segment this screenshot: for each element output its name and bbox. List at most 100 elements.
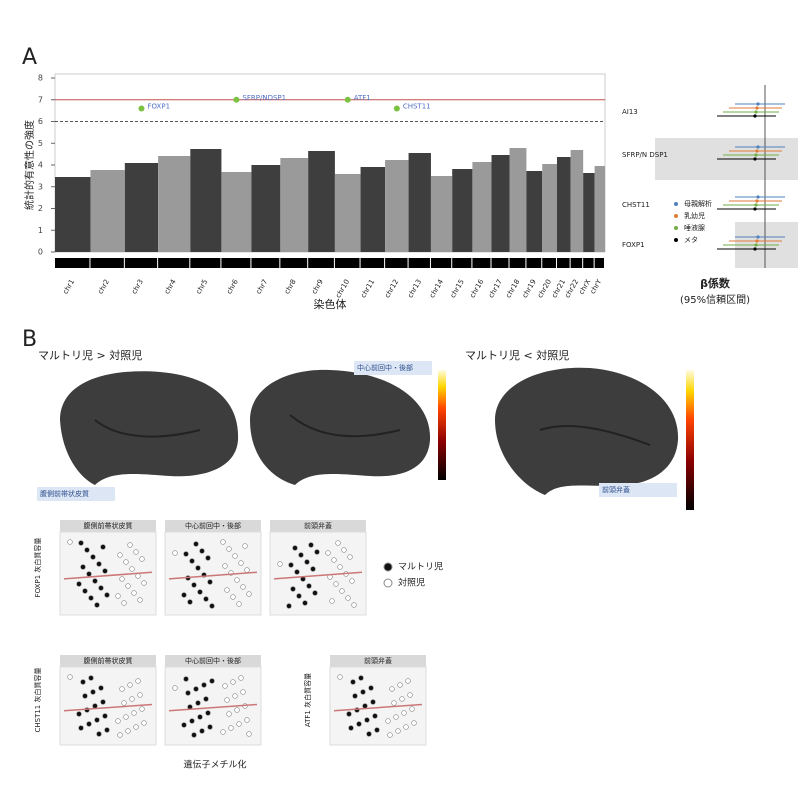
chromosome-band xyxy=(570,150,584,252)
scatter-dot xyxy=(294,569,300,575)
chromosome-strip xyxy=(509,258,526,268)
chromosome-band xyxy=(360,167,386,252)
strip-label: 前頭弁蓋 xyxy=(364,656,392,665)
scatter-dot xyxy=(96,731,102,737)
chromosome-band xyxy=(594,166,605,252)
scatter-dot xyxy=(288,562,294,568)
scatter-dot xyxy=(205,555,211,561)
ci-point xyxy=(753,157,757,161)
chromosome-strip xyxy=(408,258,430,268)
legend-marker xyxy=(674,226,678,230)
scatter-dot xyxy=(104,592,110,598)
x-tick-label: chr19 xyxy=(521,278,538,299)
scatter-dot xyxy=(395,728,401,734)
chromosome-band xyxy=(509,148,527,252)
scatter-dot xyxy=(193,686,199,692)
scatter-dot xyxy=(181,592,187,598)
scatter-dot xyxy=(232,553,238,559)
scatter-dot xyxy=(238,560,244,566)
scatter-dot xyxy=(234,707,240,713)
forest-x-label: β係数 xyxy=(700,276,731,290)
ci-point xyxy=(754,203,758,207)
scatter-dot xyxy=(135,678,141,684)
forest-x-sublabel: (95%信頼区間) xyxy=(680,294,750,306)
chromosome-strip xyxy=(594,258,604,268)
scatter-dot xyxy=(67,674,73,680)
scatter-dot xyxy=(409,706,415,712)
x-tick-label: chr16 xyxy=(468,278,485,300)
scatter-dot xyxy=(125,583,131,589)
forest-row-label: SFRP/N DSP1 xyxy=(622,151,668,159)
scatter-dot xyxy=(80,679,86,685)
ci-point xyxy=(755,199,759,203)
chromosome-strip xyxy=(90,258,124,268)
region-label-box xyxy=(37,487,115,501)
scatter-dot xyxy=(224,587,230,593)
scatter-dot xyxy=(350,679,356,685)
ci-point xyxy=(756,102,760,106)
x-tick-label: chr3 xyxy=(130,278,145,296)
scatter-dot xyxy=(403,724,409,730)
chromosome-band xyxy=(90,170,125,252)
scatter-dot xyxy=(226,711,232,717)
peak-point xyxy=(233,96,240,103)
scatter-dot xyxy=(345,595,351,601)
y-tick-label: 3 xyxy=(38,182,43,191)
x-tick-label: chr12 xyxy=(383,278,400,299)
scatter-dot xyxy=(329,598,335,604)
chromosome-band xyxy=(556,157,571,252)
scatter-dot xyxy=(347,554,353,560)
brain-medial xyxy=(60,371,239,485)
scatter-dot xyxy=(207,579,213,585)
x-tick-label: chr15 xyxy=(449,278,466,299)
scatter-dot xyxy=(244,717,250,723)
chromosome-band xyxy=(408,153,431,252)
scatter-dot xyxy=(141,720,147,726)
scatter-dot xyxy=(98,585,104,591)
scatter-dot xyxy=(407,692,413,698)
scatter-dot xyxy=(121,700,127,706)
scatter-dot xyxy=(368,685,374,691)
scatter-dot xyxy=(129,696,135,702)
x-axis-label: 染色体 xyxy=(314,297,347,311)
scatter-dot xyxy=(393,714,399,720)
chromosome-strip xyxy=(308,258,334,268)
forest-row-label: AI13 xyxy=(622,108,638,116)
x-tick-label: chr14 xyxy=(428,278,445,300)
scatter-dot xyxy=(172,550,178,556)
strip-label: 腹側前帯状皮質 xyxy=(84,656,133,665)
scatter-dot xyxy=(337,674,343,680)
scatter-dot xyxy=(203,696,209,702)
scatter-dot xyxy=(236,601,242,607)
peak-label: CHST11 xyxy=(403,102,431,110)
x-tick-label: chr1 xyxy=(61,278,76,296)
scatter-dot xyxy=(292,545,298,551)
scatter-dot xyxy=(82,693,88,699)
trend-line xyxy=(63,571,153,580)
scatter-dot xyxy=(199,548,205,554)
peak-label: FOXP1 xyxy=(147,102,170,110)
x-tick-label: chr10 xyxy=(334,278,351,299)
scatter-dot xyxy=(362,703,368,709)
scatter-dot xyxy=(230,594,236,600)
scatter-dot xyxy=(387,732,393,738)
scatter-dot xyxy=(360,689,366,695)
ci-point xyxy=(754,153,758,157)
scatter-dot xyxy=(351,602,357,608)
y-tick-label: 1 xyxy=(38,226,43,235)
panel-letter: A xyxy=(22,45,37,70)
chromosome-band xyxy=(308,151,335,252)
scatter-panel xyxy=(329,666,427,746)
scatter-dot xyxy=(399,696,405,702)
scatter-dot xyxy=(222,683,228,689)
scatter-dot xyxy=(314,549,320,555)
scatter-dot xyxy=(201,682,207,688)
strip-label: 前頭弁蓋 xyxy=(304,521,332,530)
scatter-dot xyxy=(183,551,189,557)
legend-label: 母親解析 xyxy=(684,199,712,208)
strip-label: 中心前回中・後部 xyxy=(185,656,241,665)
chromosome-band xyxy=(190,149,222,252)
chromosome-band xyxy=(280,158,309,252)
chromosome-strip xyxy=(542,258,556,268)
chromosome-strip xyxy=(472,258,491,268)
